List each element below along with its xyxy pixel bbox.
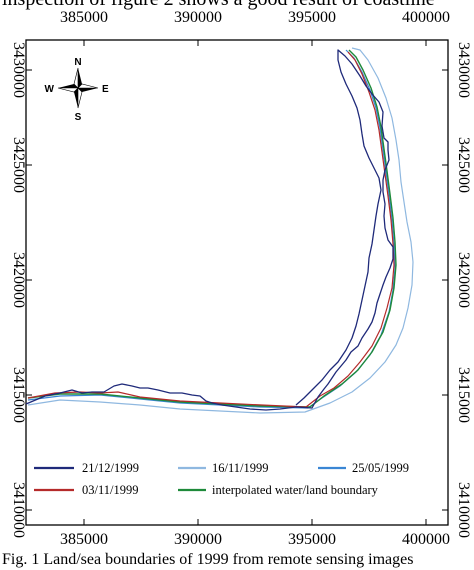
coastline-03-11-1999 [27,51,395,408]
compass-e-label: E [102,84,109,95]
bottom-x-tick-label: 395000 [288,531,336,548]
legend-label-interpolated: interpolated water/land boundary [212,483,379,497]
legend-label-16-11-1999: 16/11/1999 [212,461,268,475]
bottom-x-tick-label: 400000 [402,531,450,548]
coastline-16-11-1999 [27,47,414,414]
top-ticks [83,40,427,46]
north-arrow-icon: N E S W [45,57,109,123]
right-y-tick-label: 3420000 [455,252,472,308]
coastlines [25,47,414,414]
bottom-x-tick-label: 390000 [174,531,222,548]
top-x-tick-label: 385000 [60,9,108,26]
top-tick-labels: 385000 390000 395000 400000 [60,9,450,26]
coastline-21-12-1999 [25,49,394,411]
right-y-tick-label: 3410000 [455,482,472,538]
map-frame [25,39,449,526]
right-y-tick-label: 3415000 [455,367,472,423]
left-y-tick-label: 3425000 [10,137,27,193]
right-tick-labels: 3410000 3415000 3420000 3425000 3430000 [455,42,472,538]
left-y-tick-label: 3430000 [10,42,27,98]
left-y-tick-label: 3415000 [10,367,27,423]
figure-caption: Fig. 1 Land/sea boundaries of 1999 from … [2,551,414,568]
top-x-tick-label: 390000 [174,9,222,26]
left-y-tick-label: 3410000 [10,482,27,538]
legend: 21/12/1999 16/11/1999 25/05/1999 03/11/1… [34,461,409,497]
left-tick-labels: 3410000 3415000 3420000 3425000 3430000 [10,42,27,538]
right-y-tick-label: 3425000 [455,137,472,193]
bottom-ticks [83,519,427,525]
top-x-tick-label: 395000 [288,9,336,26]
right-ticks [442,69,448,511]
compass-n-label: N [74,57,81,68]
right-y-tick-label: 3430000 [455,42,472,98]
left-y-tick-label: 3420000 [10,252,27,308]
top-x-tick-label: 400000 [402,9,450,26]
legend-label-21-12-1999: 21/12/1999 [82,461,139,475]
legend-label-03-11-1999: 03/11/1999 [82,483,138,497]
bottom-tick-labels: 385000 390000 395000 400000 [60,531,450,548]
compass-w-label: W [45,84,55,95]
legend-label-25-05-1999: 25/05/1999 [352,461,409,475]
bottom-x-tick-label: 385000 [60,531,108,548]
compass-s-label: S [75,112,82,123]
left-ticks [26,69,32,511]
coastline-interpolated [27,49,397,408]
header-text: inspection of figure 2 shows a good resu… [2,0,472,11]
